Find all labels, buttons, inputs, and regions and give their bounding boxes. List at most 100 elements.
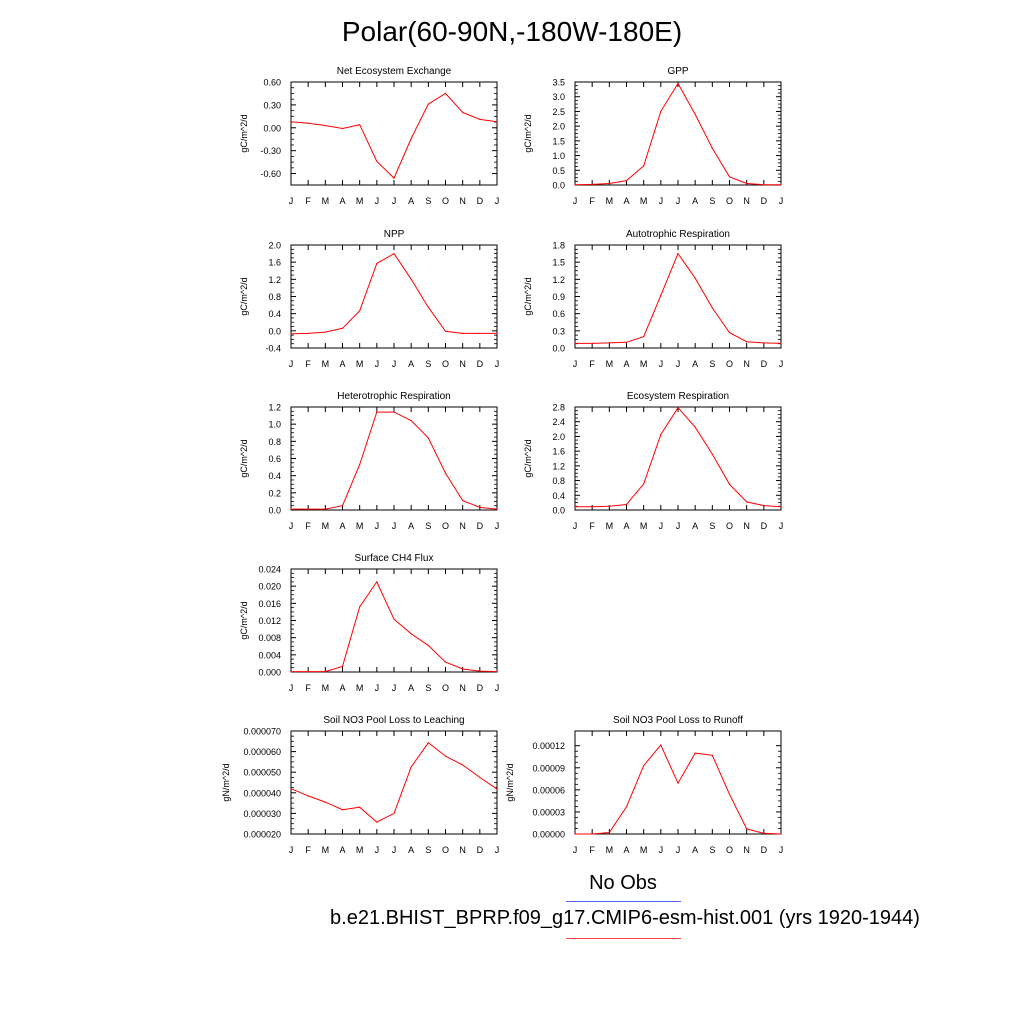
x-tick-label: F — [589, 521, 595, 531]
x-tick-label: A — [408, 683, 414, 693]
x-tick-label: M — [356, 359, 364, 369]
y-axis-label: gN/m^2/d — [221, 763, 231, 801]
data-point — [591, 833, 593, 835]
y-tick-label: 0.0 — [552, 181, 565, 191]
data-point — [479, 670, 481, 672]
data-point — [290, 121, 292, 123]
x-tick-label: O — [442, 196, 449, 206]
x-tick-label: D — [761, 196, 768, 206]
x-tick-label: J — [573, 521, 578, 531]
y-tick-label: 3.0 — [552, 92, 565, 102]
x-tick-label: N — [743, 521, 750, 531]
x-tick-label: O — [726, 521, 733, 531]
data-point — [728, 483, 731, 485]
data-point — [479, 776, 481, 779]
data-point — [341, 127, 344, 130]
x-tick-label: A — [339, 683, 345, 693]
data-point — [608, 831, 610, 834]
data-point — [591, 183, 593, 185]
plot-frame — [290, 406, 498, 511]
x-tick-label: A — [692, 359, 698, 369]
x-tick-label: F — [589, 359, 595, 369]
model-series-line — [290, 92, 498, 179]
data-point — [677, 82, 679, 85]
x-tick-label: J — [289, 683, 294, 693]
x-tick-label: F — [589, 196, 595, 206]
model-series-line — [291, 411, 498, 510]
data-point — [341, 809, 344, 811]
data-point — [427, 742, 429, 744]
x-tick-label: M — [606, 359, 614, 369]
data-point — [359, 124, 361, 126]
x-tick-label: A — [623, 359, 629, 369]
y-tick-label: 0.004 — [258, 650, 281, 660]
data-point — [393, 253, 395, 255]
x-tick-label: J — [375, 683, 380, 693]
y-tick-label: 0.012 — [258, 616, 281, 626]
data-point — [711, 453, 713, 455]
data-point — [427, 437, 429, 439]
x-tick-label: A — [339, 521, 345, 531]
data-point — [359, 806, 361, 808]
data-point — [711, 147, 713, 149]
panel-title: Soil NO3 Pool Loss to Runoff — [613, 715, 743, 726]
x-tick-label: S — [425, 196, 431, 206]
data-point — [290, 508, 292, 510]
data-point — [496, 508, 498, 510]
model-series-line — [574, 82, 781, 186]
data-point — [462, 668, 464, 670]
y-tick-label: 2.8 — [552, 403, 565, 413]
x-tick-label: S — [425, 683, 431, 693]
x-tick-label: S — [425, 521, 431, 531]
y-tick-label: 1.6 — [552, 447, 565, 457]
y-tick-label: 0.000060 — [243, 747, 281, 757]
y-tick-label: 0.0 — [268, 326, 281, 336]
data-point — [307, 671, 309, 673]
x-tick-label: A — [692, 845, 698, 855]
data-point — [359, 463, 361, 466]
y-axis-label: gC/m^2/d — [239, 601, 249, 639]
y-tick-label: 1.5 — [552, 136, 565, 146]
x-tick-label: A — [339, 196, 345, 206]
legend-case-label: b.e21.BHIST_BPRP.f09_g17.CMIP6-esm-hist.… — [330, 907, 920, 929]
y-tick-label: 1.2 — [268, 275, 281, 285]
y-tick-label: 3.5 — [552, 78, 565, 88]
data-point — [376, 262, 378, 265]
y-tick-label: 0.0 — [268, 506, 281, 516]
data-point — [341, 327, 344, 329]
x-tick-label: S — [425, 845, 431, 855]
y-tick-label: 0.000040 — [243, 788, 281, 798]
y-tick-label: 0.4 — [552, 491, 565, 501]
x-tick-label: D — [477, 521, 484, 531]
data-point — [324, 124, 326, 127]
data-point — [444, 755, 447, 757]
y-tick-label: -0.60 — [260, 169, 281, 179]
panel-title: NPP — [384, 229, 405, 240]
y-tick-label: 0.3 — [552, 326, 565, 336]
x-tick-label: A — [623, 845, 629, 855]
x-tick-label: J — [289, 845, 294, 855]
panel-title: Net Ecosystem Exchange — [337, 66, 452, 77]
y-tick-label: 0.4 — [268, 309, 281, 319]
data-point — [780, 833, 782, 835]
x-tick-label: F — [305, 521, 311, 531]
data-point — [324, 801, 326, 803]
x-tick-label: A — [623, 196, 629, 206]
main-title: Polar(60-90N,-180W-180E) — [341, 16, 683, 47]
x-tick-label: M — [356, 845, 364, 855]
y-tick-label: 0.60 — [263, 78, 281, 88]
data-point — [462, 332, 464, 334]
data-point — [341, 665, 344, 668]
x-tick-label: M — [322, 683, 330, 693]
data-point — [444, 472, 447, 474]
data-point — [694, 113, 696, 115]
x-tick-label: J — [392, 845, 397, 855]
x-tick-label: S — [709, 196, 715, 206]
data-point — [427, 103, 429, 105]
data-point — [496, 788, 498, 790]
data-point — [694, 752, 696, 754]
data-point — [677, 253, 679, 255]
data-point — [479, 118, 481, 120]
data-point — [711, 754, 713, 756]
